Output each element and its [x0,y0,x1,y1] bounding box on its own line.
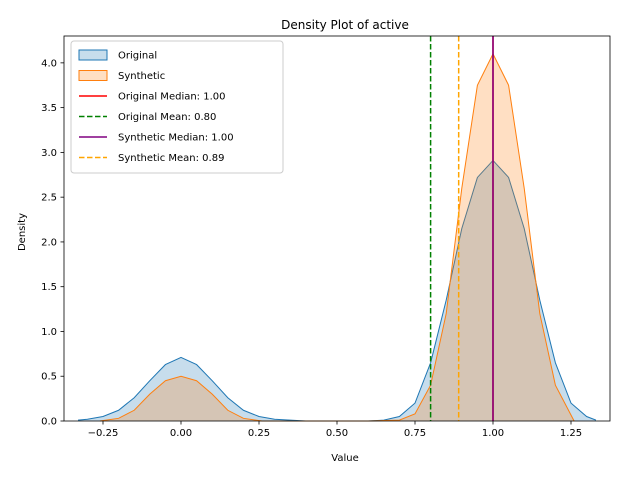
y-tick-label: 3.0 [41,148,57,159]
legend-label: Original Median: 1.00 [118,92,226,103]
plot-area: −0.25 0.00 0.25 0.50 0.75 1.00 1.25 0.0 0.5 1.0 1.… [41,35,611,439]
x-axis-label: Value [331,453,358,464]
x-tick-label: −0.25 [88,428,119,439]
y-axis-label: Density [17,213,28,251]
x-tick-label: 0.75 [404,428,426,439]
x-tick-label: 0.50 [326,428,348,439]
x-tick-label: 1.25 [560,428,582,439]
legend: Original Synthetic Original Median: 1.00 Or… [70,40,284,174]
legend-swatch [78,70,108,81]
x-tick-label: 0.00 [170,428,192,439]
x-tick-label: 0.25 [248,428,270,439]
legend-box [70,40,284,174]
legend-label: Original Mean: 0.80 [118,112,216,123]
legend-label: Synthetic Mean: 0.89 [118,153,224,164]
y-tick-label: 0.5 [41,372,57,383]
legend-label: Synthetic [118,71,165,82]
y-tick-label: 0.0 [41,417,57,428]
legend-label: Synthetic Median: 1.00 [118,133,234,144]
y-tick-label: 2.0 [41,237,57,248]
y-tick-label: 2.5 [41,193,57,204]
y-tick-label: 4.0 [41,58,57,69]
legend-label: Original [118,51,157,62]
density-area-synthetic [99,53,575,421]
y-tick-label: 3.5 [41,103,57,114]
density-area-original [78,160,596,421]
y-tick-label: 1.5 [41,282,57,293]
y-tick-label: 1.0 [41,327,57,338]
legend-swatch [78,49,108,61]
chart-title: Density Plot of active [281,18,409,32]
x-tick-label: 1.00 [482,428,504,439]
